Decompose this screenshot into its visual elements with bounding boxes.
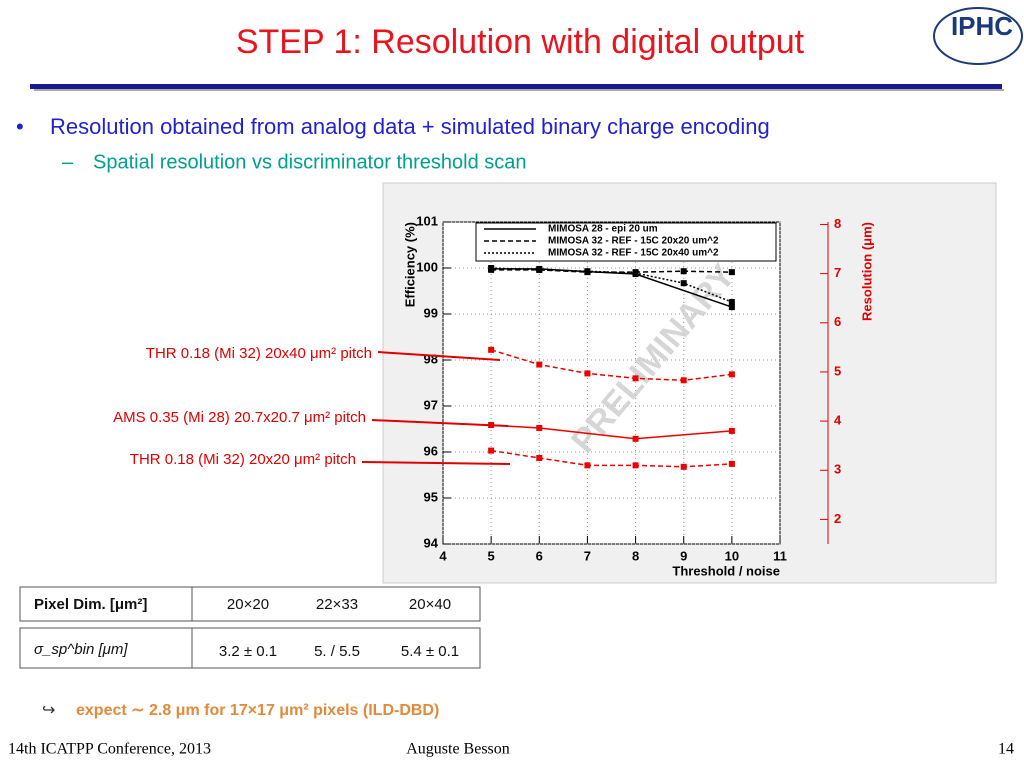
data-point (632, 375, 639, 382)
y2-tick-label: 2 (834, 511, 841, 526)
series-line (490, 349, 732, 382)
logo-ring (933, 7, 1023, 65)
x-tick-label: 6 (536, 548, 543, 563)
data-point (536, 424, 543, 431)
series-line (491, 424, 732, 440)
data-point (680, 377, 687, 384)
data-point (488, 265, 495, 271)
x-tick-label: 11 (773, 548, 787, 563)
data-point (728, 304, 735, 311)
arrow-icon: ↪ (42, 702, 55, 719)
table-row (19, 627, 481, 669)
y-tick-label: 94 (424, 535, 439, 550)
series-line (491, 267, 733, 303)
data-point (728, 299, 735, 306)
data-point (680, 280, 687, 287)
data-point (536, 266, 543, 273)
footer-center: Auguste Besson (406, 741, 510, 758)
table-cell: σ_sp^bin [μm] (34, 641, 128, 658)
table-cell: 5.4 ± 0.1 (401, 643, 459, 660)
series-line (491, 449, 732, 468)
data-point (488, 346, 495, 353)
y2-tick-label: 8 (834, 216, 841, 231)
x-tick-label: 4 (439, 548, 447, 563)
y2-tick-label: 5 (834, 363, 841, 378)
data-point (632, 462, 639, 469)
data-point (488, 447, 495, 454)
y2-axis-label: Resolution (μm) (859, 222, 874, 321)
data-point (632, 435, 639, 442)
bullet: Resolution obtained from analog data + s… (50, 114, 770, 139)
y-tick-label: 96 (424, 443, 438, 458)
data-point (536, 454, 543, 461)
y2-tick-label: 3 (834, 462, 841, 477)
chart: 4 5 6 7 8 9 10 11 94 95 96 97 98 99 100 101 2 3 4 5 6 7 8 Thres… (402, 213, 874, 578)
plot-area (442, 221, 781, 545)
x-tick-label: 5 (488, 548, 495, 563)
annotation-arrow (371, 419, 509, 427)
data-point (680, 463, 687, 470)
legend-label: MIMOSA 32 - REF - 15C 20x20 um^2 (548, 236, 719, 247)
expect-note: expect ∼ 2.8 μm for 17×17 μm² pixels (IL… (76, 702, 439, 719)
table-row (19, 586, 481, 622)
logo: IPHC (951, 11, 1013, 41)
annotation: THR 0.18 (Mi 32) 20x40 μm² pitch (146, 345, 372, 362)
table-cell: 22×33 (316, 596, 358, 613)
data-point (584, 370, 591, 377)
y2-tick-label: 7 (834, 265, 841, 280)
sub-bullet: Spatial resolution vs discriminator thre… (93, 151, 527, 173)
y-tick-label: 100 (416, 259, 438, 274)
annotation: THR 0.18 (Mi 32) 20x20 μm² pitch (130, 451, 356, 468)
x-tick-label: 8 (632, 548, 639, 563)
table-cell: 20×20 (227, 596, 269, 613)
y-tick-label: 99 (424, 305, 438, 320)
data-point (680, 268, 687, 275)
data-point (632, 270, 639, 277)
data-point (728, 371, 735, 378)
annotation: AMS 0.35 (Mi 28) 20.7x20.7 μm² pitch (113, 409, 366, 426)
legend-label: MIMOSA 32 - REF - 15C 20x40 um^2 (548, 248, 719, 259)
table-cell: 3.2 ± 0.1 (219, 643, 277, 660)
x-tick-label: 10 (725, 548, 739, 563)
data-point (728, 460, 735, 467)
y-tick-label: 97 (424, 397, 438, 412)
data-point (584, 462, 591, 469)
y-axis-label: Efficiency (%) (402, 222, 417, 307)
bullet-dot: • (16, 114, 24, 139)
slide-title: STEP 1: Resolution with digital output (236, 23, 805, 61)
y-tick-label: 98 (424, 351, 438, 366)
x-tick-label: 9 (680, 548, 687, 563)
data-point (584, 268, 591, 275)
x-tick-label: 7 (584, 548, 591, 563)
table-cell: 20×40 (409, 596, 451, 613)
table-cell: 5. / 5.5 (314, 643, 360, 660)
y-tick-label: 95 (424, 489, 438, 504)
data-point (536, 361, 543, 368)
data-point (728, 269, 735, 276)
table-cell: Pixel Dim. [μm²] (34, 596, 147, 613)
y2-tick-label: 6 (834, 314, 841, 329)
title-rule-shadow (34, 89, 1004, 91)
footer-left: 14th ICATPP Conference, 2013 (8, 741, 211, 758)
y-tick-label: 101 (416, 213, 438, 228)
footer-right: 14 (998, 741, 1014, 758)
sub-bullet-dash: – (62, 151, 74, 173)
annotation-arrow (361, 461, 511, 465)
x-axis-label: Threshold / noise (672, 563, 780, 578)
legend-label: MIMOSA 28 - epi 20 um (548, 224, 658, 235)
data-point (728, 427, 735, 434)
title-rule (30, 84, 1002, 89)
annotation-arrow (377, 351, 501, 361)
y2-tick-label: 4 (834, 413, 842, 428)
